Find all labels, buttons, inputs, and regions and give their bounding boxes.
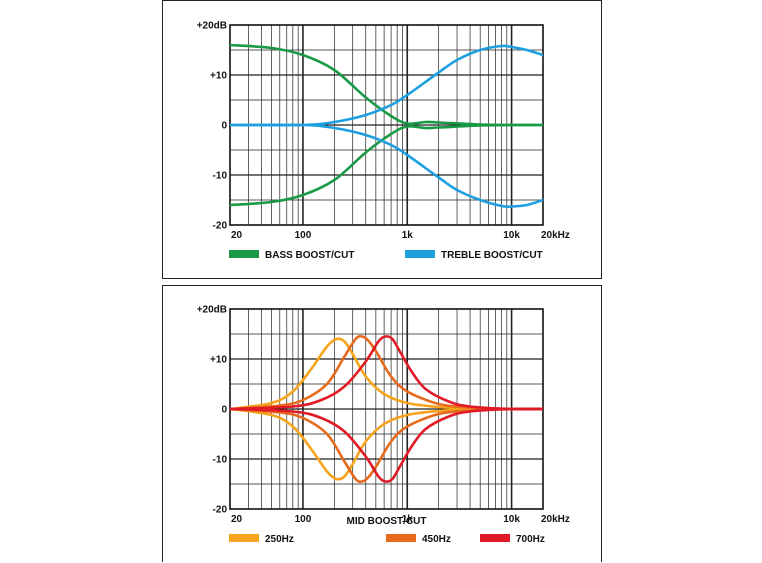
y-tick-label: +20dB: [197, 305, 227, 316]
series-line-700hz: [230, 335, 543, 411]
series-group: [230, 334, 543, 484]
x-tick-label: 20kHz: [541, 514, 570, 525]
x-tick-label: 20: [231, 514, 243, 525]
series-line-450hz: [230, 407, 543, 484]
legend-swatch-treble-boost-cut: [405, 250, 435, 258]
legend-label-treble-boost-cut: TREBLE BOOST/CUT: [441, 250, 543, 261]
y-tick-label: +10: [210, 355, 227, 366]
series-line-700hz: [230, 407, 543, 483]
y-tick-label: -10: [213, 171, 228, 182]
legend-label-bass-boost-cut: BASS BOOST/CUT: [265, 250, 354, 261]
series-line-250hz: [230, 407, 543, 481]
x-axis-label: MID BOOST/CUT: [347, 516, 427, 527]
series-line-bass-boost-cut: [230, 123, 543, 207]
legend-label-450hz: 450Hz: [422, 534, 451, 545]
legend-swatch-450hz: [386, 534, 416, 542]
series-group: [230, 43, 543, 209]
series-line-bass-boost-cut: [230, 43, 543, 127]
series-line-treble-boost-cut: [230, 123, 543, 209]
series-line-treble-boost-cut: [230, 44, 543, 127]
x-tick-label: 100: [295, 514, 312, 525]
legend-swatch-bass-boost-cut: [229, 250, 259, 258]
y-tick-label: -20: [213, 221, 228, 232]
x-tick-label: 20kHz: [541, 230, 570, 241]
mid-chart-panel: +20dB +10 0 -10 -20 20 100 1k 10k 20kHz MID BOOST/…: [162, 285, 602, 562]
x-tick-label: 20: [231, 230, 243, 241]
legend-swatch-250hz: [229, 534, 259, 542]
x-tick-label: 10k: [503, 230, 520, 241]
x-tick-label: 1k: [402, 514, 414, 525]
legend-label-700hz: 700Hz: [516, 534, 545, 545]
legend-swatch-700hz: [480, 534, 510, 542]
y-tick-label: 0: [221, 121, 227, 132]
x-tick-label: 10k: [503, 514, 520, 525]
x-tick-label: 100: [295, 230, 312, 241]
y-tick-label: +20dB: [197, 21, 227, 32]
bass-treble-chart-panel: +20dB +10 0 -10 -20 20 100 1k 10k 20kHz BASS BOOST…: [162, 0, 602, 279]
x-tick-label: 1k: [402, 230, 414, 241]
legend-label-250hz: 250Hz: [265, 534, 294, 545]
y-tick-label: -10: [213, 455, 228, 466]
series-line-250hz: [230, 337, 543, 411]
series-line-450hz: [230, 334, 543, 411]
y-tick-label: +10: [210, 71, 227, 82]
y-tick-label: 0: [221, 405, 227, 416]
y-tick-label: -20: [213, 505, 228, 516]
